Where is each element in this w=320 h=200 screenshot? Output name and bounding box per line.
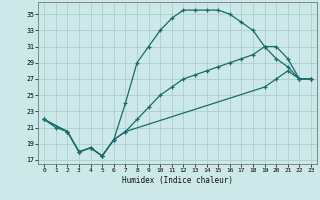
X-axis label: Humidex (Indice chaleur): Humidex (Indice chaleur) <box>122 176 233 185</box>
